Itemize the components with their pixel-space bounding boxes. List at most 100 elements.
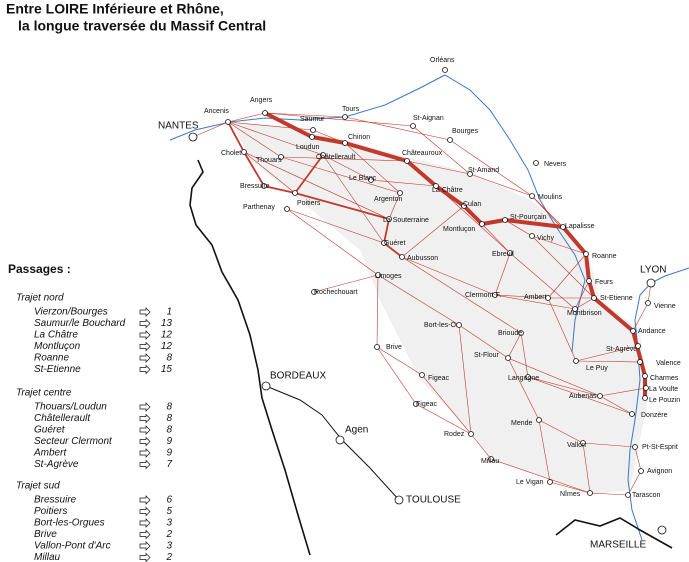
route-medium [263, 185, 296, 194]
passage-name: Brive [34, 529, 57, 540]
garonne [265, 385, 400, 501]
passage-name: Guéret [34, 425, 66, 436]
route [470, 433, 492, 460]
route [547, 253, 587, 299]
arrow-icon [139, 552, 151, 562]
place-dot [642, 373, 648, 379]
place-dot [646, 278, 656, 288]
route [599, 395, 633, 415]
place-dot [533, 160, 539, 166]
legend-heading: Passages : [8, 262, 71, 276]
place-dot [310, 127, 316, 133]
route [421, 374, 472, 435]
place-label: St-Amand [468, 167, 499, 174]
route [286, 208, 379, 276]
place-dot [188, 132, 198, 142]
place-label: Clermont-F. [465, 292, 501, 299]
passage-name: Saumur/le Bouchard [34, 318, 126, 329]
place-label: St-Etienne [600, 295, 633, 302]
route [490, 458, 591, 494]
place-label: Tarascon [632, 492, 661, 499]
place-label: Figeac [416, 401, 438, 408]
passage-count: 13 [161, 318, 173, 329]
place-label: Charmes [650, 375, 679, 382]
place-dot [292, 190, 298, 196]
route [575, 345, 639, 362]
route [507, 357, 540, 421]
place-label: Chinon [348, 134, 370, 141]
route [574, 297, 595, 310]
route-medium [294, 154, 324, 194]
arrow-icon [139, 541, 151, 551]
title-line: la longue traversée du Massif Central [18, 18, 266, 34]
passage-count: 1 [166, 307, 172, 318]
place-dot [637, 359, 643, 365]
place-label: St-Flour [474, 352, 500, 359]
place-dot [547, 479, 553, 485]
place-label: Moulins [538, 194, 563, 201]
place-label: Donzère [641, 412, 668, 419]
arrow-icon [139, 495, 151, 505]
place-dot [262, 110, 268, 116]
place-label: Saumur [300, 116, 325, 123]
arrow-icon [139, 364, 151, 375]
place-label: Parthenay [243, 204, 275, 211]
place-label: St-Aignan [413, 115, 444, 122]
place-dot [587, 490, 593, 496]
route [458, 324, 472, 435]
passage-count: 5 [166, 506, 172, 517]
place-label: Roanne [592, 253, 617, 260]
passage-name: La Châtre [34, 330, 78, 341]
route [344, 116, 451, 141]
place-dot [492, 292, 498, 298]
passage-name: Poitiers [34, 506, 67, 517]
route [634, 446, 642, 472]
route-medium [243, 151, 265, 187]
place-dot [261, 183, 267, 189]
place-dot [502, 217, 508, 223]
route [504, 219, 533, 237]
route [401, 205, 465, 258]
place-label: Tours [342, 106, 360, 113]
route [376, 346, 417, 405]
place-label: Rodez [444, 431, 465, 438]
place-dot [225, 119, 231, 125]
route [538, 419, 584, 444]
place-dot [456, 322, 462, 328]
place-label: La Souterraine [383, 217, 429, 224]
route [313, 274, 379, 293]
route [494, 252, 511, 296]
route [377, 274, 460, 326]
place-dot [311, 289, 317, 295]
place-dot [342, 114, 348, 120]
place-dot [518, 330, 524, 336]
route [527, 376, 633, 415]
arrow-icon [139, 529, 151, 540]
region-shading [232, 122, 648, 495]
passage-name: Vierzon/Bourges [34, 307, 108, 318]
place-label: Ebreuil [492, 251, 514, 258]
place-label: Andance [638, 328, 666, 335]
passage-name: Bressuire [34, 495, 77, 506]
route [322, 154, 385, 244]
route [582, 442, 636, 448]
place-dot [261, 381, 271, 391]
passage-count: 9 [166, 448, 172, 459]
place-label: St-Pourçain [510, 214, 547, 221]
place-label: Angers [250, 97, 273, 104]
place-label: Figeac [428, 375, 450, 382]
route [547, 297, 577, 362]
place-label: La Voulte [649, 386, 678, 393]
place-dot [488, 456, 494, 462]
place-dot [580, 440, 586, 446]
place-label: Châteauroux [402, 150, 443, 157]
place-label: Rochechouart [314, 289, 358, 296]
place-dot [625, 492, 631, 498]
place-dot [597, 393, 603, 399]
place-dot [657, 525, 667, 535]
route [388, 192, 401, 220]
route [376, 346, 423, 376]
place-dot [529, 233, 535, 239]
place-label: Thouars [256, 157, 282, 164]
group-title: Trajet nord [16, 293, 64, 304]
